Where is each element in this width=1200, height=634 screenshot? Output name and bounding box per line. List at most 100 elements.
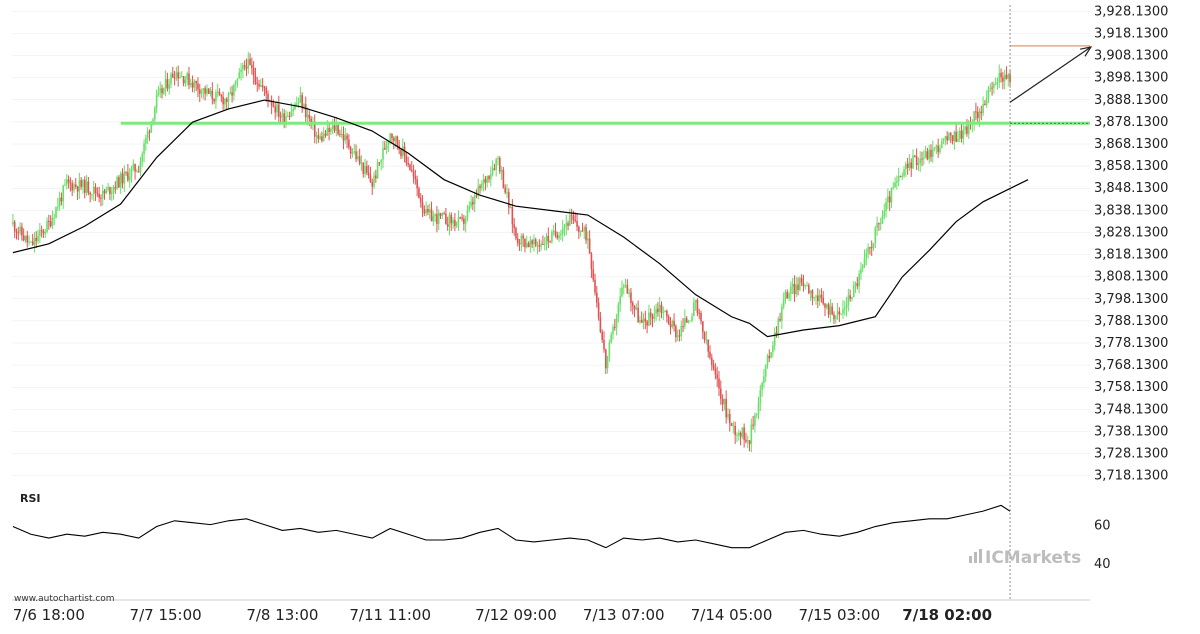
candle-body	[30, 241, 32, 243]
candle-body	[137, 171, 140, 173]
candle-body	[678, 335, 681, 337]
candle-body	[622, 285, 625, 288]
candle-body	[376, 162, 379, 179]
candle-body	[463, 218, 465, 224]
candle-body	[545, 235, 548, 245]
candle-body	[802, 282, 805, 287]
candle-body	[759, 389, 762, 403]
candle-body	[430, 209, 433, 222]
candle-body	[441, 213, 444, 216]
candle-body	[989, 87, 992, 89]
candle-body	[755, 413, 758, 416]
candle-body	[39, 229, 41, 236]
candle-body	[549, 241, 551, 243]
candle-body	[265, 87, 268, 94]
candle-body	[112, 187, 115, 192]
candle-body	[881, 216, 884, 223]
candle-body	[574, 220, 577, 222]
candle-body	[870, 247, 873, 249]
candle-body	[28, 241, 30, 243]
candle-body	[872, 243, 875, 248]
candle-body	[840, 313, 842, 315]
candle-body	[908, 162, 911, 168]
candle-body	[1000, 72, 1002, 78]
candle-body	[757, 402, 760, 414]
candle-body	[428, 209, 431, 213]
candle-body	[590, 253, 593, 270]
candle-body	[389, 133, 392, 142]
candle-body	[387, 141, 390, 145]
candle-body	[851, 297, 853, 299]
candle-body	[146, 131, 149, 138]
candle-body	[818, 294, 821, 302]
candle-body	[800, 277, 803, 283]
candle-body	[655, 308, 657, 314]
candle-body	[180, 76, 183, 78]
candle-body	[917, 163, 920, 166]
candle-body	[141, 154, 144, 162]
candle-body	[123, 171, 126, 184]
candle-body	[734, 425, 736, 436]
candle-body	[996, 82, 999, 84]
candle-body	[764, 364, 767, 377]
candle-body	[349, 147, 352, 154]
candle-body	[924, 151, 927, 159]
candle-body	[709, 351, 711, 358]
candle-body	[547, 235, 550, 242]
candle-body	[450, 214, 453, 224]
candle-body	[328, 128, 330, 133]
candle-body	[660, 304, 663, 313]
candle-body	[631, 302, 634, 306]
candle-body	[531, 240, 533, 245]
candle-body	[867, 247, 869, 254]
candle-body	[869, 247, 871, 249]
candle-body	[256, 83, 259, 85]
candle-body	[251, 64, 253, 68]
candle-body	[107, 187, 109, 190]
y-tick-label: 3,768.1300	[1094, 358, 1168, 373]
candle-body	[189, 82, 192, 86]
candle-body	[83, 179, 86, 193]
candle-body	[82, 179, 84, 187]
candle-body	[240, 69, 242, 73]
candle-body	[159, 88, 162, 92]
candle-body	[931, 149, 934, 158]
candle-body	[633, 305, 636, 310]
candle-body	[761, 382, 763, 390]
y-tick-label: 3,758.1300	[1094, 380, 1168, 395]
candle-body	[277, 104, 280, 117]
candle-body	[119, 173, 122, 188]
candle-body	[419, 197, 422, 203]
candle-body	[901, 175, 904, 177]
candle-body	[604, 349, 607, 369]
candle-body	[339, 133, 341, 135]
candle-body	[236, 78, 239, 81]
candle-body	[436, 214, 438, 224]
candle-body	[766, 355, 769, 365]
candle-body	[601, 331, 604, 340]
candle-body	[225, 99, 228, 102]
candle-body	[344, 135, 347, 141]
candle-body	[171, 73, 174, 78]
candle-body	[863, 257, 866, 266]
candle-body	[994, 83, 997, 85]
candle-body	[103, 190, 106, 194]
candle-body	[164, 79, 167, 88]
candle-body	[457, 217, 460, 223]
candle-body	[703, 332, 706, 341]
candle-body	[914, 155, 916, 157]
candle-body	[915, 156, 918, 166]
forecast-arrow-shaft	[1009, 46, 1092, 103]
candle-body	[829, 306, 832, 315]
candle-body	[357, 156, 359, 160]
candle-body	[378, 162, 381, 164]
candle-body	[170, 73, 172, 85]
candle-body	[524, 238, 526, 248]
candle-body	[543, 244, 546, 246]
candle-body	[815, 295, 817, 298]
candle-body	[667, 316, 670, 324]
candle-body	[781, 306, 783, 321]
candle-body	[816, 295, 819, 302]
candle-body	[939, 148, 941, 153]
forecast-arrow-head	[1079, 46, 1093, 57]
